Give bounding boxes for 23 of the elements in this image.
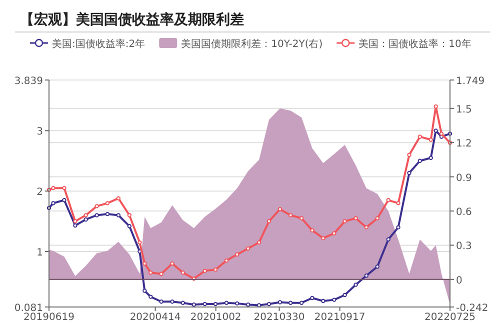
y2-tick-label: 0.3 <box>456 241 472 252</box>
y-tick-label: 3 <box>36 126 43 138</box>
y2-tick-label: -0.242 <box>456 303 488 314</box>
y-tick-label: 1 <box>36 247 43 258</box>
y2-tick-label: 1.749 <box>456 76 485 87</box>
y2-tick-label: 0.9 <box>456 172 472 184</box>
y2-tick-label: 1.2 <box>456 138 472 150</box>
y-tick-label: 0.081 <box>14 303 43 314</box>
y2-tick-label: 0 <box>456 275 462 286</box>
y-tick-label: 3.839 <box>14 76 43 87</box>
x-tick-label: 20210330 <box>254 312 305 323</box>
chart-title: 【宏观】美国国债收益率及期限利差 <box>20 11 244 28</box>
x-tick-label: 20190619 <box>24 312 74 323</box>
y2-tick-label: 0.6 <box>456 207 472 218</box>
x-tick-label: 20210917 <box>314 312 366 323</box>
legend-label: 美国：国债收益率：10年 <box>358 38 472 50</box>
x-tick-label: 20220725 <box>424 312 476 323</box>
legend-label: 美国国债期限利差：10Y-2Y(右) <box>181 38 323 50</box>
y-tick-label: 2 <box>36 187 43 198</box>
x-tick-label: 20200414 <box>130 312 181 323</box>
x-tick-label: 20201002 <box>190 312 242 323</box>
y2-tick-label: 1.5 <box>456 104 472 116</box>
legend-label: 美国:国债收益率:2年 <box>52 38 146 50</box>
